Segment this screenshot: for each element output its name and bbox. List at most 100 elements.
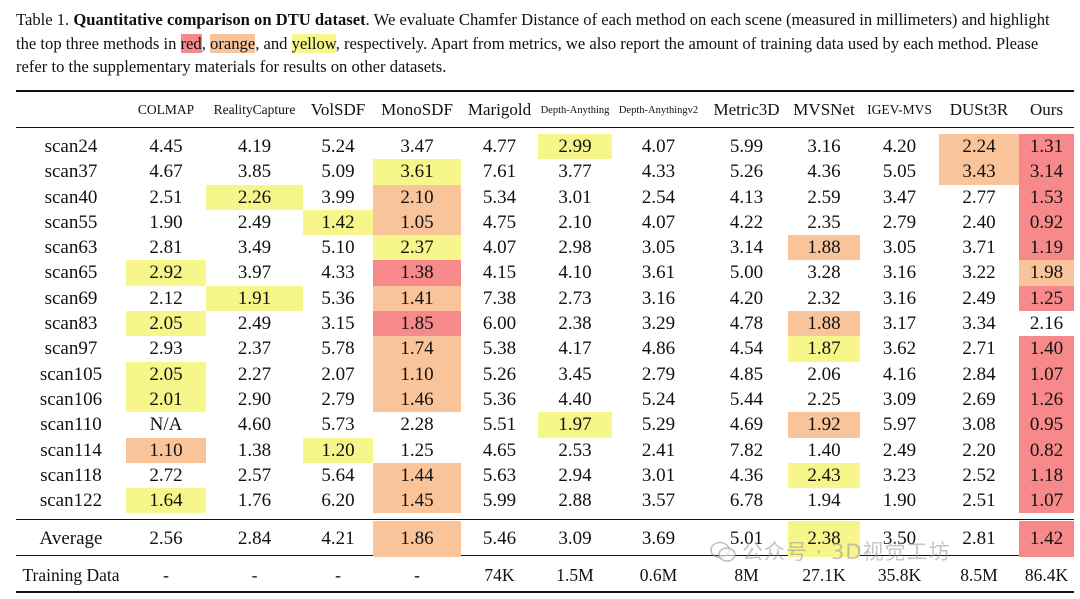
table-cell: 5.00 [729, 262, 764, 284]
table-cell: 2.32 [807, 287, 841, 309]
table-row: scan118 2.72 2.57 5.64 1.44 5.63 2.94 3.01 4.36 2… [16, 462, 1074, 489]
table-cell: 2.81 [962, 528, 996, 550]
table-cell: 2.01 [126, 386, 206, 413]
table-row: scan55 1.90 2.49 1.42 1.05 4.75 2.10 4.07 4.22 2.… [16, 209, 1074, 236]
table-cell: 2.79 [882, 211, 917, 233]
table-cell: 5.01 [729, 528, 764, 550]
row-label: scan114 [40, 439, 102, 461]
table-cell: 1.38 [237, 439, 272, 461]
table-cell: 4.21 [321, 528, 355, 550]
header-row: COLMAP RealityCapture VolSDF MonoSDF Mar… [16, 94, 1074, 126]
table-cell: 1.97 [538, 412, 612, 438]
table-bottom-rule [16, 591, 1074, 593]
table-cell: 1.53 [1019, 184, 1074, 210]
header-cell: Depth-Anything [540, 104, 610, 116]
table-cell: 1.46 [373, 386, 461, 413]
table-cell: 3.14 [729, 237, 764, 259]
table-cell: 5.44 [729, 388, 764, 410]
table-cell: 35.8K [877, 565, 922, 586]
table-cell: 2.92 [126, 260, 206, 286]
row-label: Average [39, 528, 103, 550]
table-cell: 2.59 [807, 186, 841, 208]
average-section: Average 2.56 2.84 4.21 1.86 5.46 3.09 3.69 5.01 2… [16, 521, 1074, 558]
table-cell: 3.29 [641, 313, 676, 335]
table-row: scan63 2.81 3.49 5.10 2.37 4.07 2.98 3.05 3.14 1.… [16, 235, 1074, 261]
table-cell: 1.07 [1019, 488, 1074, 514]
table-cell: 2.07 [321, 363, 355, 385]
caption-label: Table 1. [16, 10, 70, 29]
table-cell: 7.82 [729, 439, 764, 461]
table-cell: 1.44 [373, 462, 461, 489]
caption-yellow-highlight: yellow [291, 33, 336, 53]
table-cell: 1.90 [149, 211, 183, 233]
table-cell: 2.93 [149, 338, 183, 360]
table-cell: 5.05 [882, 161, 917, 183]
table-cell: 2.16 [1029, 313, 1064, 335]
table-cell: 3.49 [237, 237, 272, 259]
table-cell: 8M [734, 565, 759, 586]
table-cell: 4.40 [558, 388, 592, 410]
table-cell: 5.97 [882, 414, 917, 436]
header-cell: RealityCapture [213, 102, 296, 117]
row-label: scan83 [44, 313, 98, 335]
table-cell: 3.47 [400, 136, 434, 157]
table-cell: 1.5M [556, 565, 594, 586]
table-cell: 4.20 [882, 136, 917, 157]
table-cell: 2.40 [962, 211, 996, 233]
table-cell: 5.99 [482, 490, 517, 512]
table-cell: 1.07 [1019, 361, 1074, 387]
table-cell: 3.09 [882, 388, 917, 410]
table-cell: - [251, 565, 258, 586]
table-cell: 3.99 [321, 186, 355, 208]
table-cell: 1.26 [1019, 386, 1074, 413]
header-cell: Marigold [467, 100, 532, 119]
table-cell: 4.10 [558, 262, 592, 284]
table-cell: 4.85 [729, 363, 764, 385]
table-cell: 4.17 [558, 338, 592, 360]
table-cell: 3.43 [939, 159, 1019, 185]
header-cell: MVSNet [793, 100, 855, 119]
table-cell: 2.71 [962, 338, 996, 360]
table-cell: 1.38 [373, 260, 461, 286]
table-cell: 74K [484, 565, 515, 586]
table-row: scan24 4.45 4.19 5.24 3.47 4.77 2.99 4.07 5.99 3.… [16, 134, 1074, 160]
table-cell: 2.81 [149, 237, 183, 259]
header-cell: COLMAP [137, 102, 195, 117]
table-row: scan122 1.64 1.76 6.20 1.45 5.99 2.88 3.57 6.78 1… [16, 488, 1074, 514]
header-cell: MonoSDF [381, 100, 453, 119]
table-cell: 3.50 [882, 528, 917, 550]
table-cell: 2.20 [962, 439, 996, 461]
table-cell: 2.49 [882, 439, 917, 461]
table-cell: 1.88 [788, 235, 860, 261]
table-cell: 4.22 [729, 211, 764, 233]
row-label: scan37 [44, 161, 98, 183]
table-cell: 1.20 [303, 437, 373, 463]
table-cell: 1.64 [126, 488, 206, 514]
table-cell: 1.92 [788, 412, 860, 438]
table-cell: 3.61 [641, 262, 676, 284]
header-cell: Metric3D [713, 100, 780, 119]
table-cell: 2.77 [962, 186, 996, 208]
table-cell: 5.51 [482, 414, 517, 436]
table-cell: 2.52 [962, 464, 996, 486]
caption-title: Quantitative comparison on DTU dataset [73, 10, 366, 29]
table-cell: 1.42 [1019, 521, 1074, 558]
table-cell: 0.82 [1019, 437, 1074, 463]
table-cell: 2.54 [641, 186, 676, 208]
table-cell: 2.73 [558, 287, 592, 309]
table-cell: 3.34 [962, 313, 996, 335]
header-cell: Ours [1029, 100, 1064, 119]
table-row: scan37 4.67 3.85 5.09 3.61 7.61 3.77 4.33 5.26 4.… [16, 159, 1074, 185]
table-row: scan97 2.93 2.37 5.78 1.74 5.38 4.17 4.86 4.54 1.… [16, 336, 1074, 362]
table-cell: 2.10 [373, 184, 461, 210]
table-cell: 2.79 [641, 363, 676, 385]
table-cell: 1.40 [807, 439, 841, 461]
table-cell: 3.05 [882, 237, 917, 259]
table-cell: - [414, 565, 420, 586]
caption-red-highlight: red [180, 33, 202, 53]
table-cell: 2.06 [807, 363, 841, 385]
table-cell: 4.33 [321, 262, 355, 284]
caption-orange-highlight: orange [210, 33, 256, 53]
table-cell: 7.61 [482, 161, 517, 183]
table-cell: 6.20 [321, 490, 355, 512]
